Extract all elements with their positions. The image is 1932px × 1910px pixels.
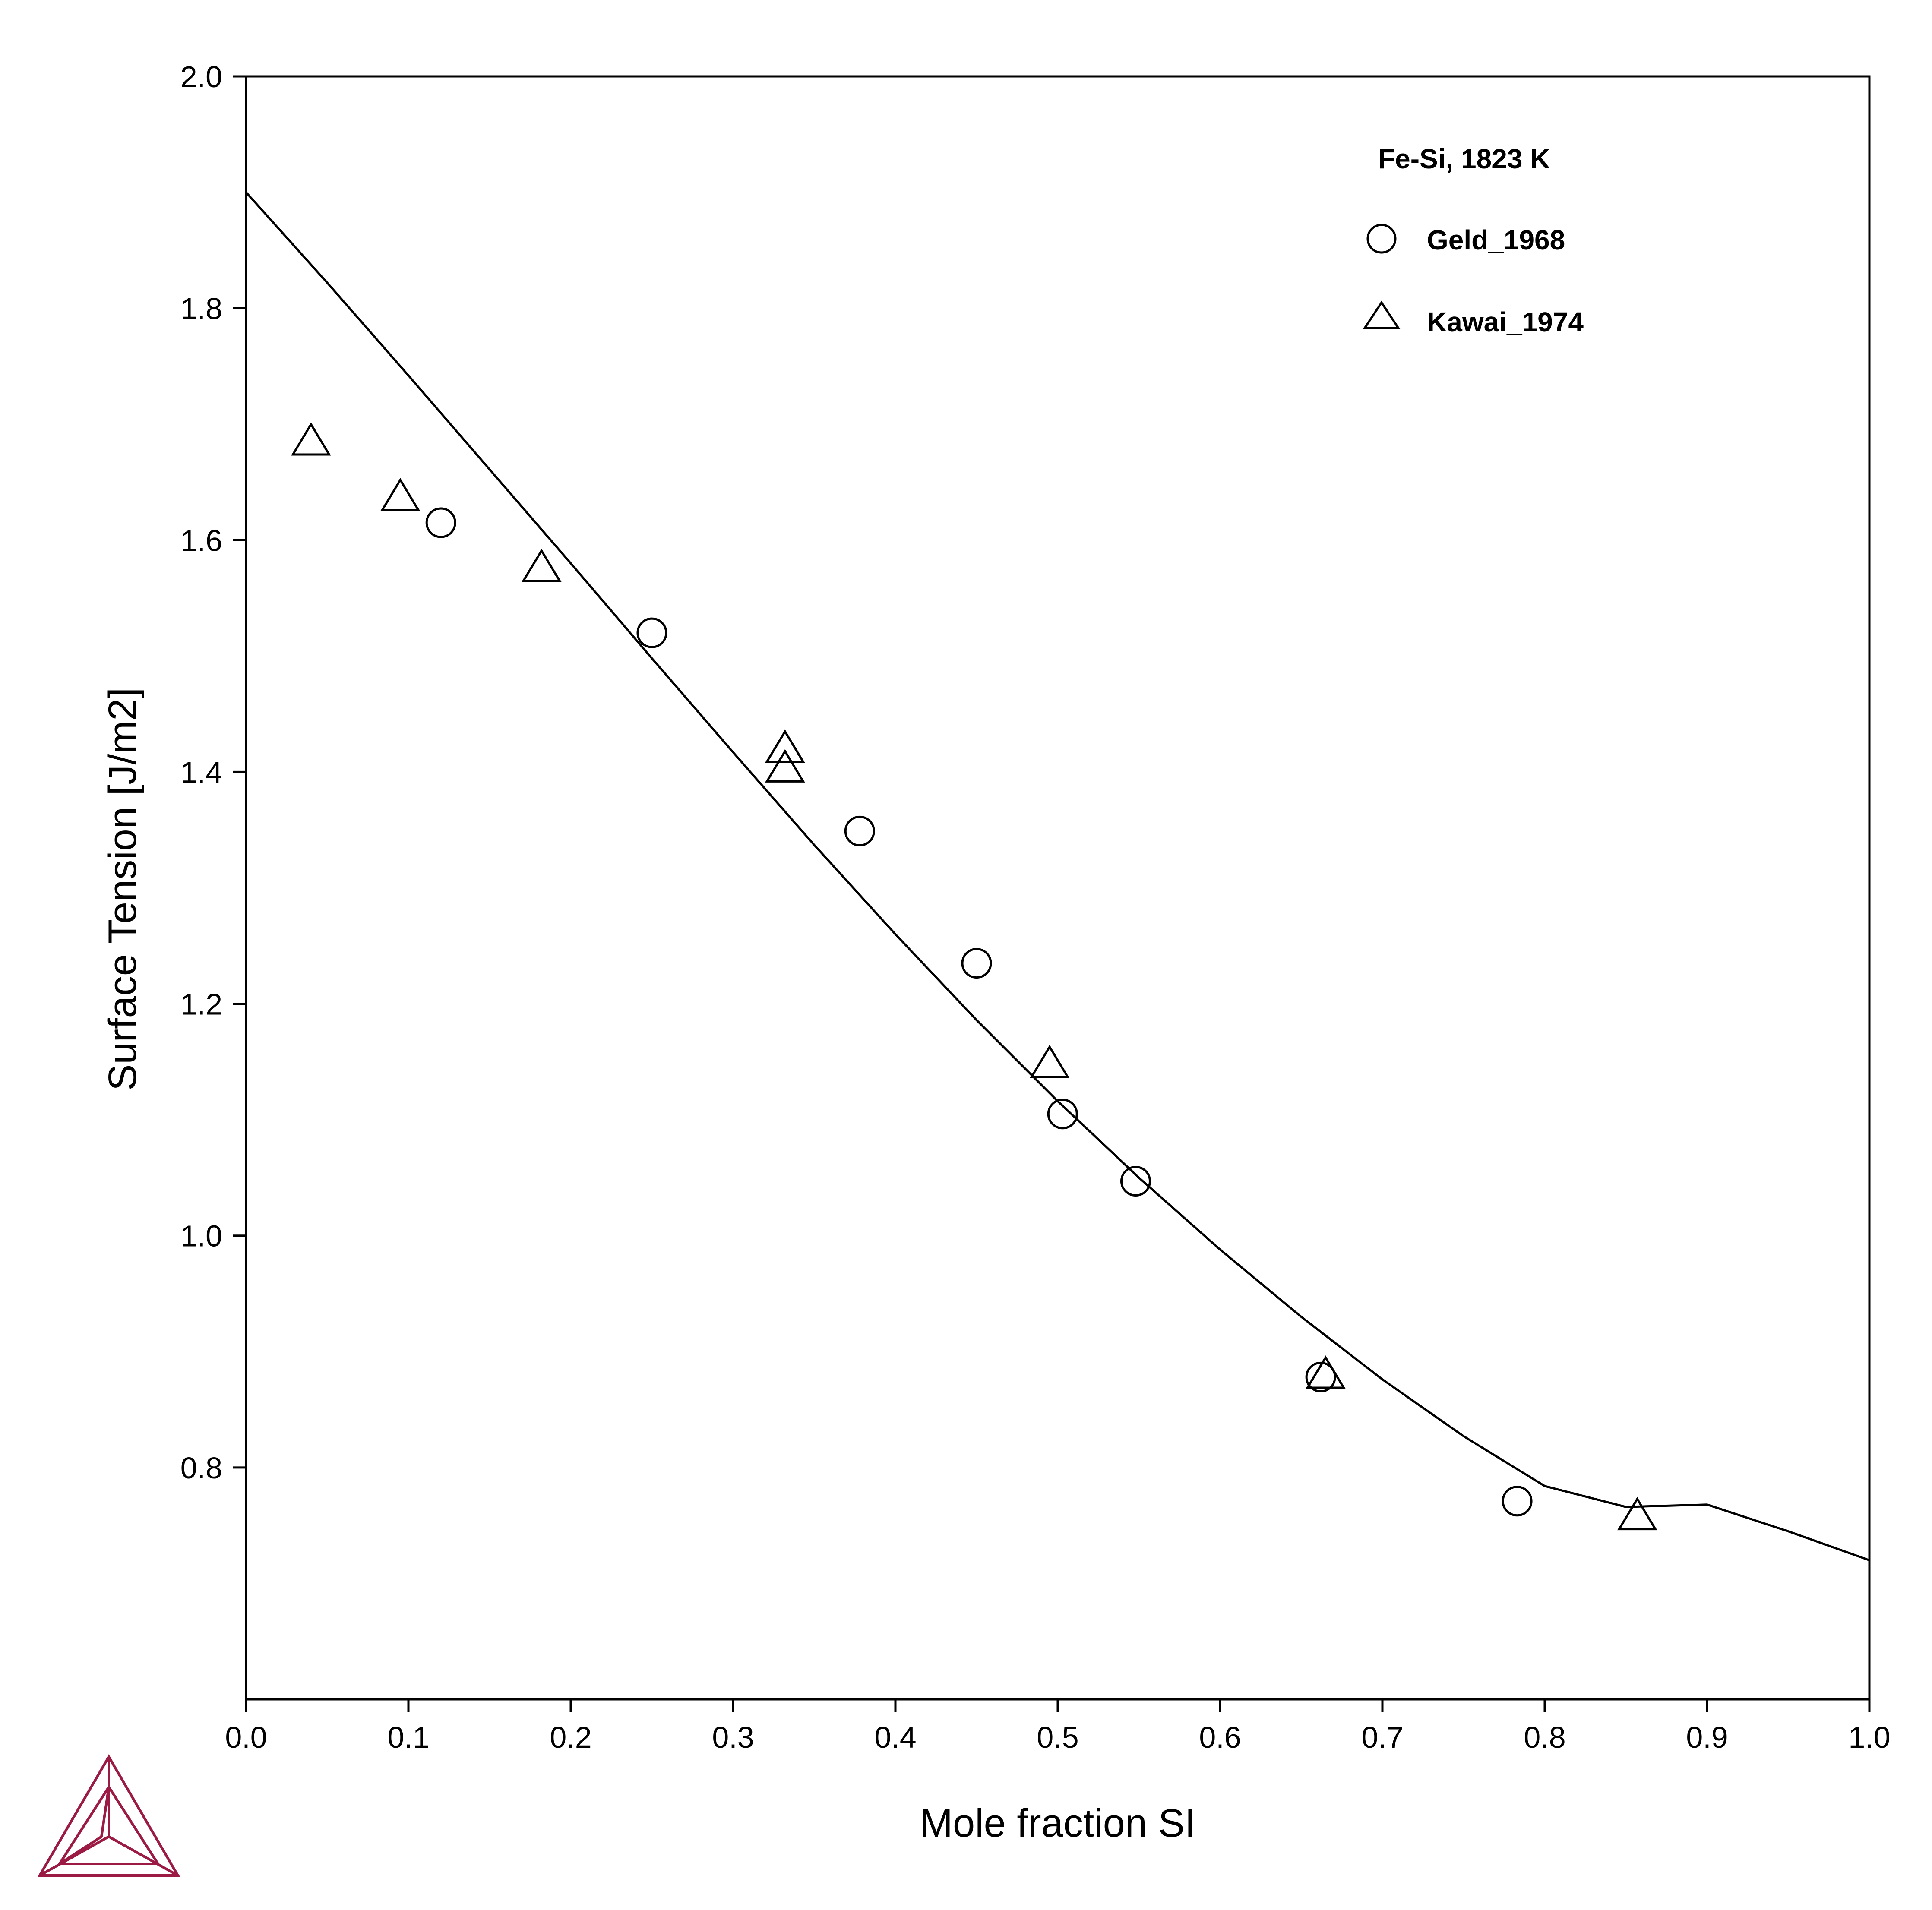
kawai-1974-point bbox=[1305, 1355, 1346, 1389]
kawai-1974-point bbox=[765, 729, 805, 763]
geld-1968-point bbox=[1305, 1361, 1336, 1392]
legend-label-geld: Geld_1968 bbox=[1427, 224, 1565, 256]
geld-1968-point bbox=[1120, 1165, 1151, 1197]
x-tick-label: 0.9 bbox=[1686, 1721, 1728, 1754]
legend-label-kawai: Kawai_1974 bbox=[1427, 306, 1584, 338]
x-axis-title: Mole fraction SI bbox=[920, 1801, 1195, 1845]
y-tick-label: 1.8 bbox=[180, 292, 222, 325]
x-tick-label: 0.5 bbox=[1037, 1721, 1078, 1754]
geld-1968-point bbox=[961, 948, 992, 979]
triangle-logo bbox=[37, 1754, 180, 1877]
legend-title: Fe-Si, 1823 K bbox=[1378, 143, 1550, 174]
kawai-1974-point bbox=[521, 548, 562, 582]
kawai-1974-point bbox=[765, 749, 805, 783]
x-axis-ticks: 0.0 0.1 0.2 0.3 0.4 0.5 0.6 0.7 0.8 0.9 1.0 bbox=[225, 1699, 1891, 1754]
geld-1968-point bbox=[425, 507, 456, 538]
geld-1968-point bbox=[1047, 1099, 1078, 1130]
y-tick-label: 1.4 bbox=[180, 755, 222, 789]
data-markers-layer bbox=[291, 422, 1657, 1531]
kawai-1974-point bbox=[1617, 1496, 1657, 1531]
kawai-1974-point bbox=[291, 422, 331, 456]
x-tick-label: 0.0 bbox=[225, 1721, 267, 1754]
y-tick-label: 0.8 bbox=[180, 1451, 222, 1485]
y-tick-label: 2.0 bbox=[180, 60, 222, 94]
y-axis-title: Surface Tension [J/m2] bbox=[101, 688, 145, 1091]
geld-1968-point bbox=[844, 815, 875, 846]
geld-1968-point bbox=[1502, 1486, 1533, 1517]
legend-circle-marker bbox=[1366, 224, 1397, 254]
x-tick-label: 0.8 bbox=[1524, 1721, 1565, 1754]
y-tick-label: 1.6 bbox=[180, 524, 222, 557]
kawai-1974-point bbox=[1029, 1045, 1070, 1078]
y-tick-label: 1.0 bbox=[180, 1219, 222, 1253]
y-tick-label: 1.2 bbox=[180, 988, 222, 1021]
x-tick-label: 0.1 bbox=[387, 1721, 429, 1754]
kawai-1974-point bbox=[380, 478, 421, 511]
x-tick-label: 0.2 bbox=[550, 1721, 591, 1754]
x-tick-label: 0.3 bbox=[712, 1721, 754, 1754]
y-axis-ticks: 0.8 1.0 1.2 1.4 1.6 1.8 2.0 bbox=[180, 60, 246, 1485]
x-tick-label: 0.6 bbox=[1199, 1721, 1241, 1754]
x-tick-label: 0.7 bbox=[1361, 1721, 1403, 1754]
geld-1968-point bbox=[636, 617, 667, 648]
x-tick-label: 1.0 bbox=[1848, 1721, 1890, 1754]
legend-triangle-marker bbox=[1363, 300, 1401, 329]
x-tick-label: 0.4 bbox=[874, 1721, 916, 1754]
legend: Fe-Si, 1823 K Geld_1968 Kawai_1974 bbox=[1363, 143, 1584, 338]
